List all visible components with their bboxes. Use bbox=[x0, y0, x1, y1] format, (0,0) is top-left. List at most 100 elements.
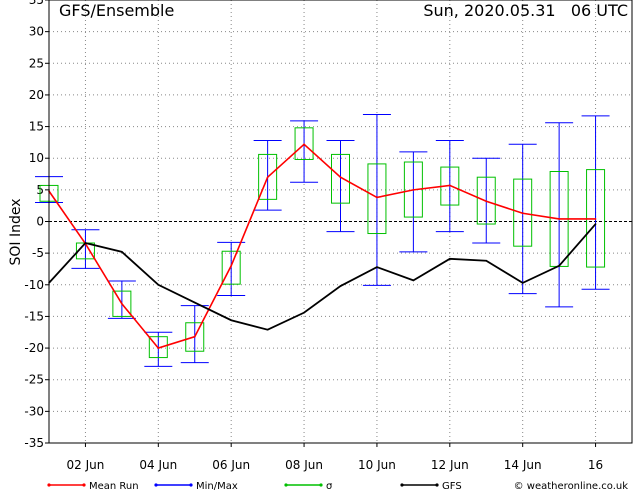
plot-frame bbox=[48, 0, 633, 444]
y-axis-label: SOI Index bbox=[8, 198, 24, 265]
legend-swatch-dot bbox=[47, 483, 51, 487]
y-tick-label: -20 bbox=[24, 341, 44, 355]
legend-swatch-dot bbox=[154, 483, 158, 487]
legend-swatch-dot bbox=[319, 483, 323, 487]
y-tick-label: -25 bbox=[24, 373, 44, 387]
minmax-whisker bbox=[362, 114, 391, 286]
chart-timestamp: Sun, 2020.05.31 06 UTC bbox=[423, 1, 628, 20]
series-point bbox=[193, 335, 196, 338]
series-point bbox=[485, 259, 488, 262]
legend-label: σ bbox=[326, 481, 333, 490]
sigma-box bbox=[367, 163, 387, 235]
series-point bbox=[303, 311, 305, 314]
series-point bbox=[558, 265, 560, 267]
legend-swatch-dot bbox=[284, 483, 288, 487]
series-point bbox=[84, 242, 87, 244]
x-tick-label: 14 Jun bbox=[504, 458, 542, 472]
series-point bbox=[193, 301, 196, 304]
legend-label: Mean Run bbox=[89, 481, 139, 490]
series-point bbox=[266, 328, 269, 331]
y-tick-label: 25 bbox=[29, 56, 44, 70]
minmax-whisker bbox=[326, 139, 355, 233]
legend-label: GFS bbox=[442, 481, 462, 490]
legend-swatch-dot bbox=[82, 483, 86, 487]
legend-item: Mean Run bbox=[47, 481, 139, 492]
minmax-whisker bbox=[253, 139, 282, 211]
sigma-box bbox=[112, 290, 132, 317]
legend-label: Min/Max bbox=[196, 481, 238, 490]
minmax-whisker bbox=[399, 151, 428, 253]
series-point bbox=[157, 347, 160, 349]
chart-title: GFS/Ensemble bbox=[59, 1, 174, 20]
x-tick-label: 12 Jun bbox=[431, 458, 469, 472]
minmax-whisker bbox=[508, 143, 537, 295]
x-tick-label: 10 Jun bbox=[358, 458, 396, 472]
series-point bbox=[303, 143, 305, 146]
minmax-whisker bbox=[71, 229, 100, 269]
legend: Mean Run Min/Max σ GFS © weatheronline.co.uk bbox=[47, 481, 629, 492]
sigma-box bbox=[476, 176, 496, 225]
series-point bbox=[412, 279, 415, 282]
series-point bbox=[485, 200, 488, 203]
y-tick-label: 10 bbox=[29, 151, 44, 165]
series-point bbox=[558, 218, 560, 220]
series-point bbox=[449, 184, 451, 187]
sigma-box bbox=[148, 336, 168, 359]
y-tick-label: -5 bbox=[32, 246, 44, 260]
y-tick-label: 0 bbox=[36, 215, 44, 229]
x-tick-label: 06 Jun bbox=[212, 458, 250, 472]
y-tick-label: -15 bbox=[24, 309, 44, 323]
minmax-whisker bbox=[581, 115, 610, 290]
series-line-gfs bbox=[48, 223, 597, 331]
series-point bbox=[412, 189, 415, 191]
series-point bbox=[376, 266, 378, 268]
series-point bbox=[594, 218, 597, 220]
series-point bbox=[521, 212, 524, 215]
legend-item: GFS bbox=[400, 481, 462, 492]
y-tick-label: -35 bbox=[24, 436, 44, 450]
y-tick-label: 15 bbox=[29, 120, 44, 134]
y-tick-label: -30 bbox=[24, 404, 44, 418]
x-tick-label: 16 bbox=[588, 458, 603, 472]
series-point bbox=[339, 285, 342, 287]
series-point bbox=[230, 319, 232, 322]
legend-swatch-dot bbox=[189, 483, 193, 487]
series-point bbox=[594, 223, 597, 225]
sigma-box bbox=[258, 153, 278, 200]
series-point bbox=[121, 251, 123, 253]
series-point bbox=[376, 196, 378, 199]
y-tick-label: -10 bbox=[24, 278, 44, 292]
sigma-box bbox=[221, 250, 241, 285]
series-point bbox=[449, 258, 451, 260]
x-tick-label: 02 Jun bbox=[67, 458, 105, 472]
series-point bbox=[121, 302, 123, 305]
sigma-box bbox=[331, 153, 350, 204]
series-point bbox=[521, 282, 524, 284]
x-tick-label: 08 Jun bbox=[285, 458, 323, 472]
credit-label: © weatheronline.co.uk bbox=[514, 481, 629, 490]
sigma-box bbox=[513, 178, 533, 247]
series-point bbox=[157, 283, 160, 286]
legend-swatch-dot bbox=[400, 483, 404, 487]
series-point bbox=[266, 176, 269, 178]
series-point bbox=[339, 176, 342, 178]
minmax-whisker bbox=[144, 331, 173, 367]
legend-swatch-dot bbox=[435, 483, 439, 487]
x-tick-label: 04 Jun bbox=[139, 458, 177, 472]
legend-item: Min/Max bbox=[154, 481, 238, 492]
y-tick-label: 35 bbox=[29, 0, 44, 7]
series-point bbox=[230, 265, 232, 267]
y-tick-label: 20 bbox=[29, 88, 44, 102]
minmax-whisker bbox=[107, 280, 136, 319]
data-layer bbox=[35, 114, 610, 367]
series-line-mean-run bbox=[48, 143, 596, 349]
minmax-whisker bbox=[290, 120, 319, 183]
sigma-box bbox=[294, 127, 314, 160]
legend-item: σ bbox=[284, 481, 333, 492]
y-tick-label: 30 bbox=[29, 25, 44, 39]
minmax-whisker bbox=[545, 122, 574, 308]
minmax-whisker bbox=[217, 241, 246, 297]
